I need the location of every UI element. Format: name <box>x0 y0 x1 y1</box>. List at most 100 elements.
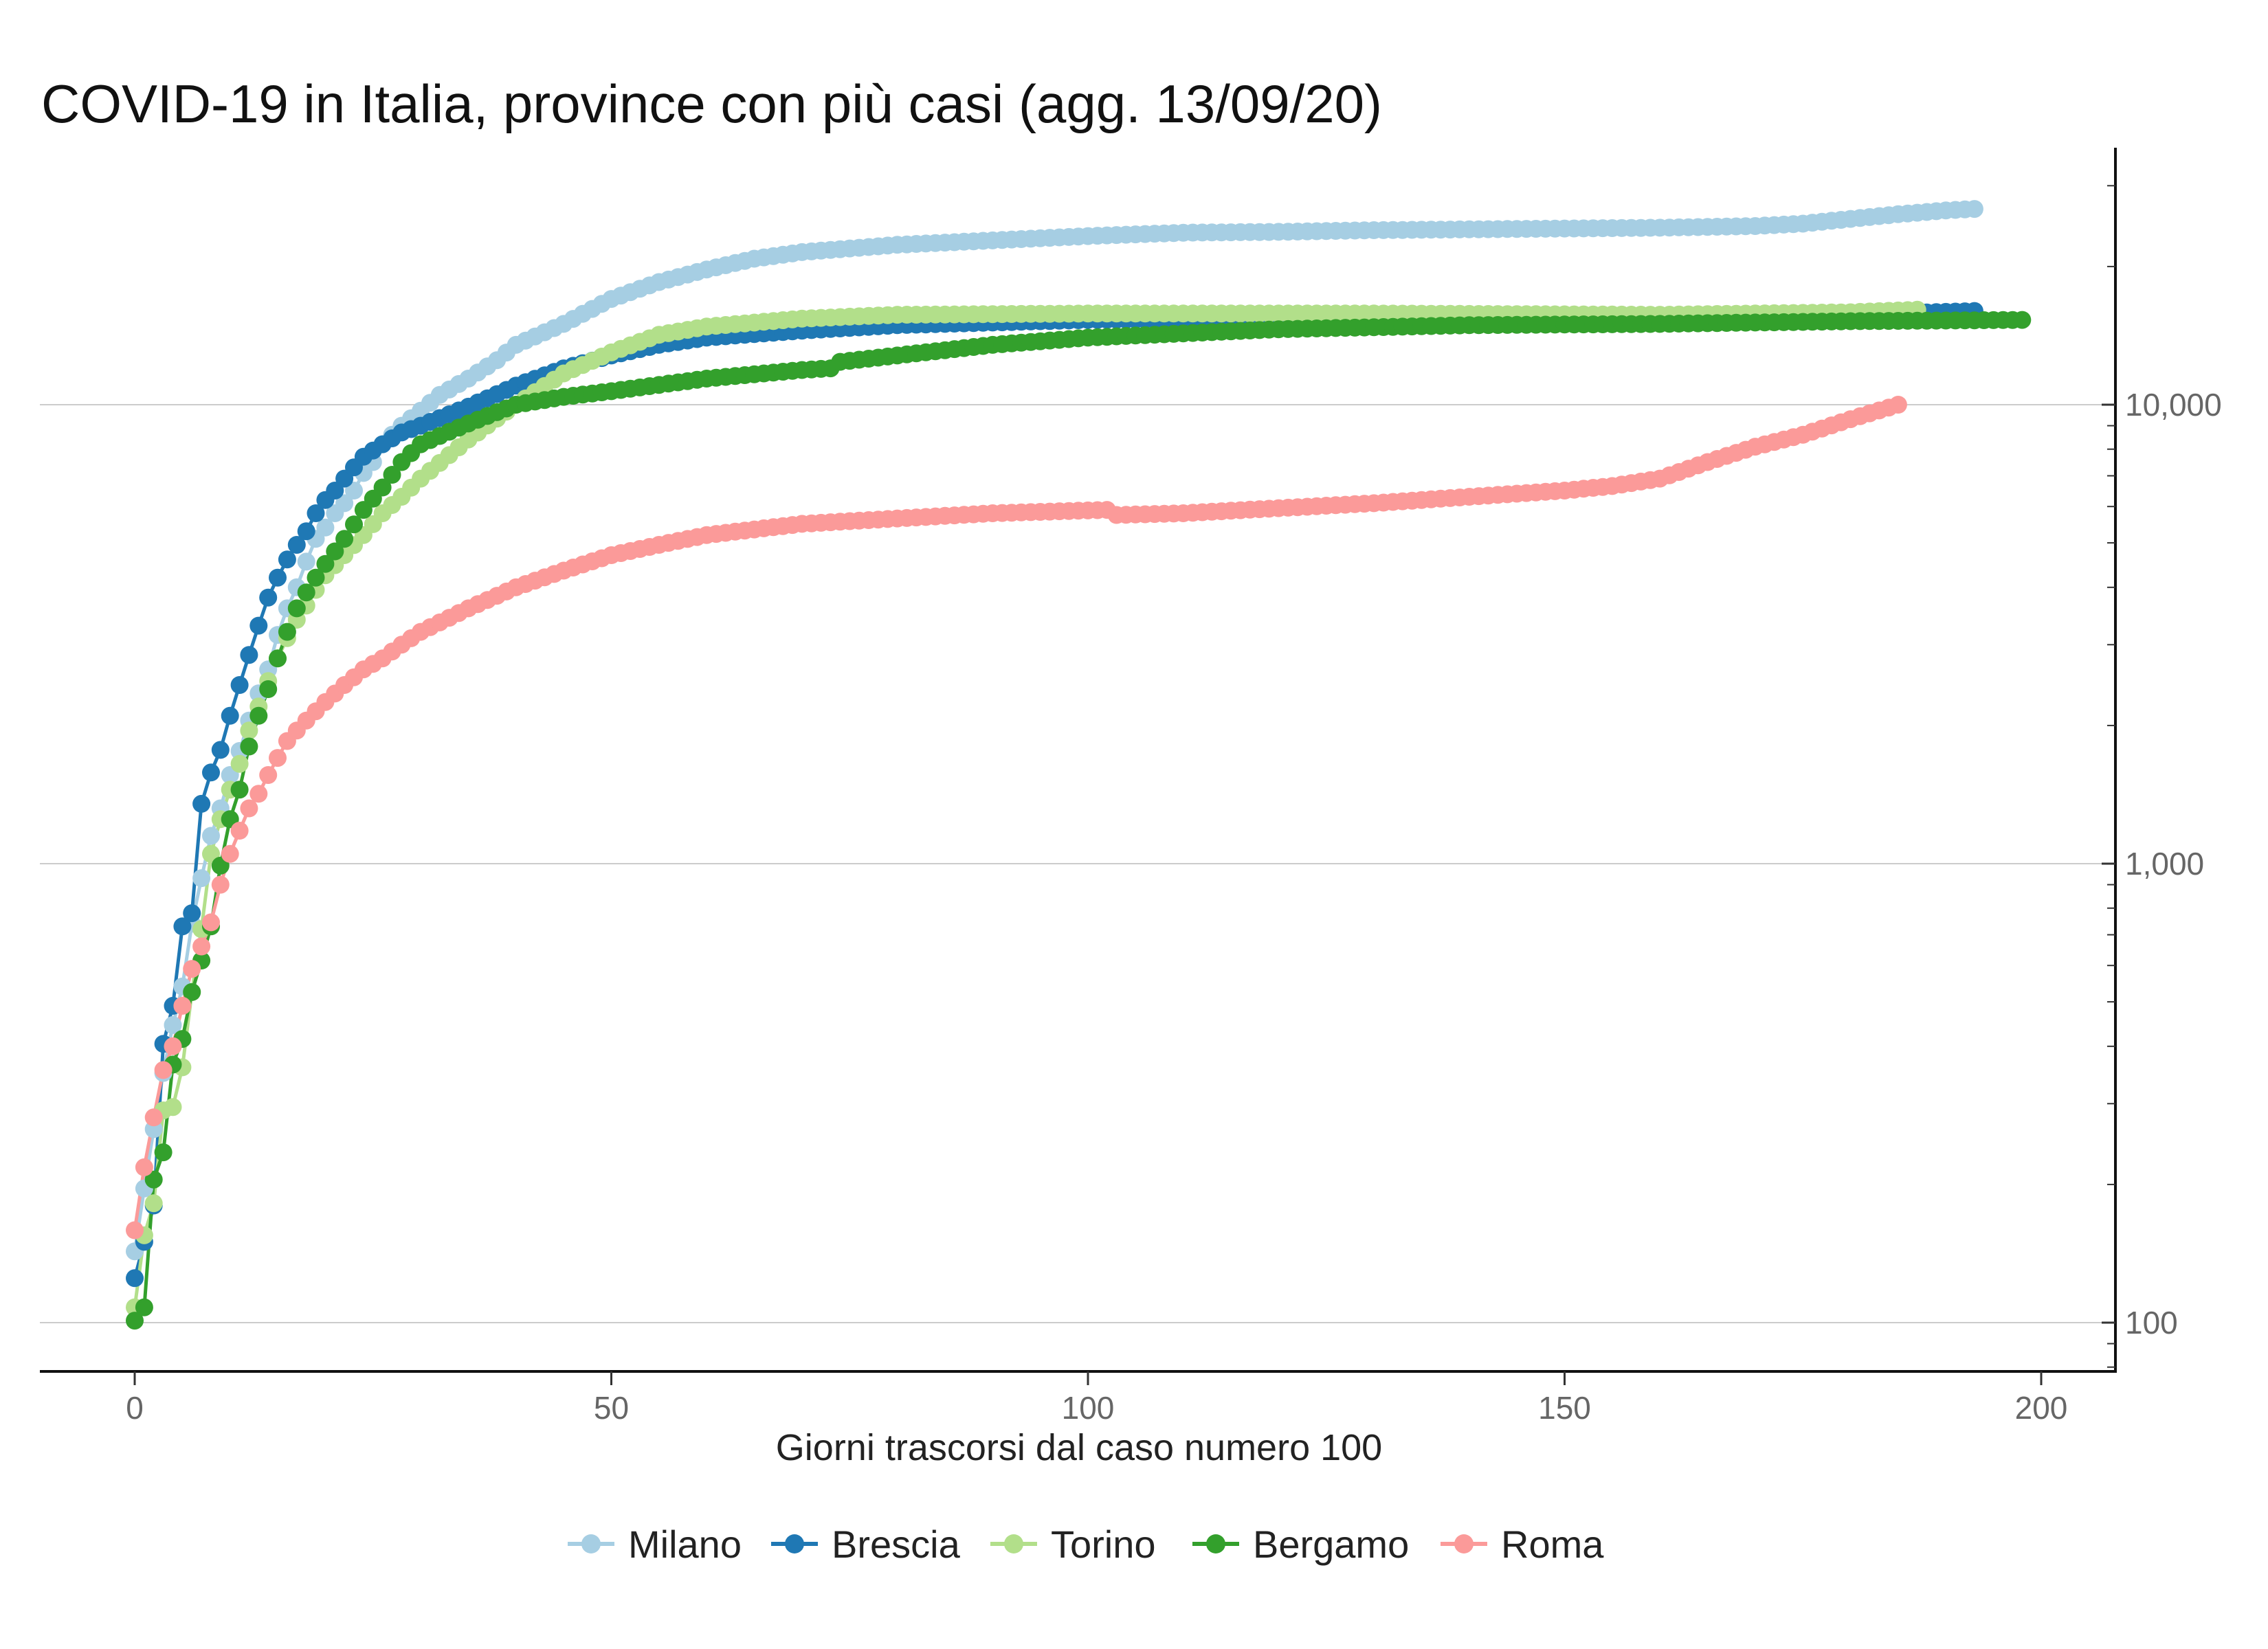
data-point-roma <box>183 960 201 978</box>
data-point-roma <box>126 1221 144 1239</box>
data-point-bergamo <box>2013 311 2032 329</box>
data-point-roma <box>269 749 287 767</box>
gridlines <box>40 404 2114 1323</box>
data-point-brescia <box>230 676 249 694</box>
data-point-bergamo <box>278 622 296 641</box>
data-point-bergamo <box>126 1312 144 1330</box>
data-point-bergamo <box>326 542 344 561</box>
series-line-bergamo <box>133 318 2023 1322</box>
data-point-roma <box>173 996 192 1015</box>
x-axis-title: Giorni trascorsi dal caso numero 100 <box>776 1427 1382 1468</box>
y-tick-label: 10,000 <box>2125 387 2222 423</box>
chart-title: COVID-19 in Italia, province con più cas… <box>41 74 1382 134</box>
series-lines <box>133 207 2023 1322</box>
data-point-bergamo <box>144 1170 163 1189</box>
series-points-milano <box>126 200 1983 1261</box>
data-point-bergamo <box>249 706 268 725</box>
data-point-roma <box>240 799 258 818</box>
data-point-milano <box>345 482 363 500</box>
data-point-bergamo <box>183 983 201 1001</box>
legend-marker-milano <box>581 1534 601 1553</box>
data-point-milano <box>316 518 335 537</box>
data-point-roma <box>144 1108 163 1127</box>
data-point-bergamo <box>269 649 287 668</box>
data-point-brescia <box>240 646 258 664</box>
data-point-torino <box>240 721 258 740</box>
legend-label-torino: Torino <box>1051 1523 1156 1566</box>
series-points-torino <box>126 300 1926 1316</box>
x-tick-label: 0 <box>126 1390 144 1426</box>
x-tick-label: 150 <box>1538 1390 1591 1426</box>
data-point-torino <box>164 1098 182 1117</box>
data-point-torino <box>144 1194 163 1213</box>
data-point-bergamo <box>240 737 258 756</box>
legend-marker-torino <box>1004 1534 1023 1553</box>
data-point-bergamo <box>383 466 401 484</box>
data-point-milano <box>164 1016 182 1034</box>
data-point-brescia <box>202 763 220 782</box>
data-point-brescia <box>326 482 344 500</box>
legend-label-milano: Milano <box>628 1523 742 1566</box>
data-point-bergamo <box>287 599 306 618</box>
data-point-roma <box>202 913 220 932</box>
data-point-milano <box>335 494 354 513</box>
x-tick-label: 200 <box>2015 1390 2068 1426</box>
data-point-brescia <box>183 904 201 923</box>
data-point-bergamo <box>230 781 249 799</box>
data-point-bergamo <box>135 1298 153 1316</box>
data-point-milano <box>192 869 211 888</box>
data-point-brescia <box>126 1269 144 1288</box>
y-tick-label: 1,000 <box>2125 846 2204 882</box>
data-point-torino <box>230 754 249 773</box>
data-point-brescia <box>269 568 287 587</box>
data-point-brescia <box>259 588 278 607</box>
series-line-roma <box>133 403 1899 1231</box>
x-axis-ticks: 0 50 100 150 200 <box>126 1371 2067 1426</box>
legend-marker-bergamo <box>1206 1534 1225 1553</box>
series-points-roma <box>126 396 1907 1239</box>
series-line-milano <box>133 207 1975 1252</box>
data-point-roma <box>192 937 211 956</box>
data-point-brescia <box>278 550 296 569</box>
data-point-bergamo <box>259 680 278 698</box>
data-point-roma <box>211 875 230 894</box>
data-point-roma <box>221 844 239 863</box>
data-point-roma <box>259 766 278 784</box>
data-point-bergamo <box>335 530 354 548</box>
legend-marker-roma <box>1454 1534 1474 1553</box>
data-point-roma <box>230 822 249 840</box>
data-point-milano <box>202 827 220 845</box>
legend: Milano Brescia Torino Bergamo Roma <box>568 1523 1604 1566</box>
data-point-roma <box>135 1158 153 1176</box>
data-point-milano <box>297 552 315 571</box>
legend-marker-brescia <box>785 1534 804 1553</box>
data-point-roma <box>1889 396 1907 414</box>
legend-label-roma: Roma <box>1501 1523 1604 1566</box>
data-point-milano <box>1965 200 1983 218</box>
data-point-bergamo <box>373 478 392 497</box>
legend-label-brescia: Brescia <box>832 1523 961 1566</box>
y-axis-ticks: 100 1,000 10,000 <box>2102 185 2222 1368</box>
data-point-brescia <box>173 917 192 936</box>
data-point-brescia <box>249 616 268 635</box>
data-point-brescia <box>192 794 211 813</box>
data-point-brescia <box>221 706 239 725</box>
data-point-roma <box>154 1061 173 1079</box>
series-points <box>126 200 2032 1330</box>
y-tick-label: 100 <box>2125 1305 2178 1340</box>
data-point-bergamo <box>154 1143 173 1162</box>
data-point-brescia <box>297 522 315 541</box>
data-point-brescia <box>211 741 230 759</box>
x-tick-label: 100 <box>1062 1390 1115 1426</box>
data-point-brescia <box>287 536 306 554</box>
data-point-roma <box>249 785 268 803</box>
legend-label-bergamo: Bergamo <box>1253 1523 1409 1566</box>
data-point-bergamo <box>345 515 363 534</box>
data-point-bergamo <box>307 568 325 587</box>
data-point-bergamo <box>297 583 315 602</box>
data-point-brescia <box>307 504 325 522</box>
x-tick-label: 50 <box>594 1390 629 1426</box>
data-point-bergamo <box>316 554 335 573</box>
data-point-roma <box>164 1037 182 1055</box>
